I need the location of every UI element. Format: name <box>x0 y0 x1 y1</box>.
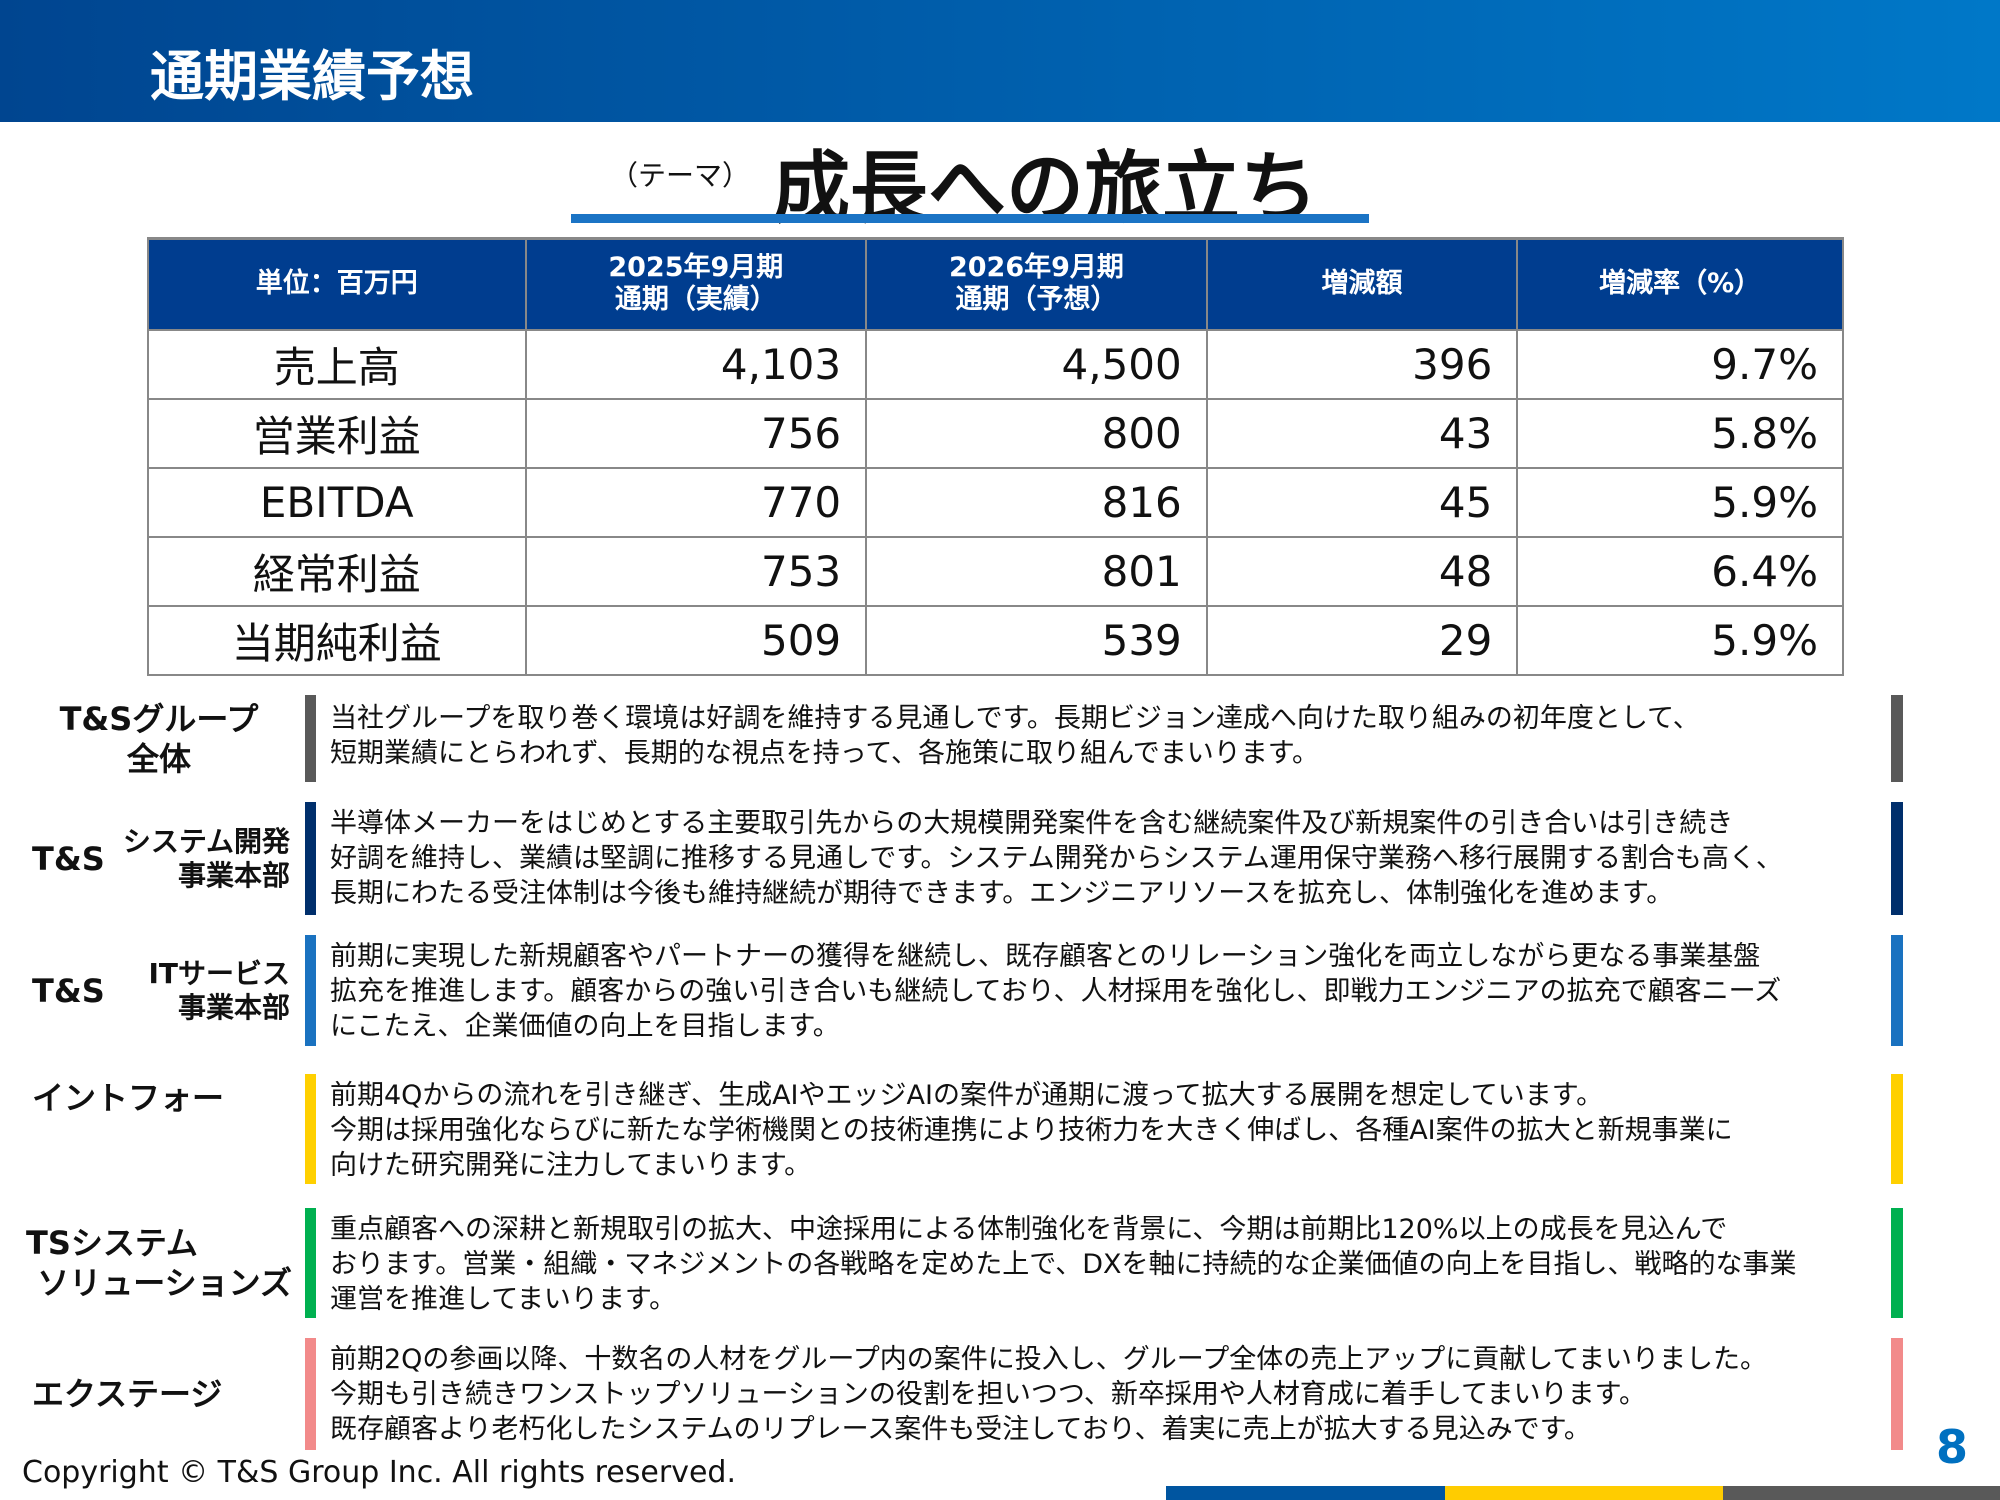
cell-value: 753 <box>524 535 868 607</box>
segment-section: T&Sグループ 全体 当社グループを取り巻く環境は好調を維持する見通しです。長期ビジ… <box>0 695 2000 782</box>
segment-label: エクステージ <box>32 1375 223 1413</box>
cell-value: 9.7% <box>1516 328 1844 400</box>
cell-value: 396 <box>1205 328 1519 400</box>
footer-bar-gray <box>1723 1486 2000 1500</box>
segment-color-bar <box>305 1074 316 1184</box>
segment-label: T&S <box>32 971 105 1010</box>
row-label: 当期純利益 <box>147 604 527 676</box>
forecast-table: 単位：百万円 2025年9月期 通期（実績） 2026年9月期 通期（予想） 増減額増… <box>147 237 1844 676</box>
segment-label-line2: 全体 <box>126 739 191 778</box>
cell-value: 4,103 <box>524 328 868 400</box>
cell-value: 756 <box>524 397 868 469</box>
segment-color-bar-right <box>1891 1338 1903 1450</box>
cell-value: 6.4% <box>1516 535 1844 607</box>
cell-value: 45 <box>1205 466 1519 538</box>
segment-description: 当社グループを取り巻く環境は好調を維持する見通しです。長期ビジョン達成へ向けた取… <box>330 703 1700 769</box>
cell-value: 509 <box>524 604 868 676</box>
segment-label: T&Sグループ <box>59 699 259 738</box>
theme-underline <box>571 214 1369 223</box>
segment-sublabel: システム開発 事業本部 <box>122 824 290 892</box>
segment-section: T&S ITサービス 事業本部 前期に実現した新規顧客やパートナーの獲得を継続し、既… <box>0 935 2000 1046</box>
segment-description: 前期2Qの参画以降、十数名の人材をグループ内の案件に投入し、グループ全体の売上ア… <box>330 1344 1768 1445</box>
segment-description: 前期4Qからの流れを引き継ぎ、生成AIやエッジAIの案件が通期に渡って拡大する展… <box>330 1080 1733 1181</box>
segment-color-bar <box>305 802 316 915</box>
cell-value: 4,500 <box>865 328 1208 400</box>
segment-color-bar-right <box>1891 695 1903 782</box>
cell-value: 5.8% <box>1516 397 1844 469</box>
segment-color-bar-right <box>1891 802 1903 915</box>
segment-color-bar-right <box>1891 1074 1903 1184</box>
cell-value: 5.9% <box>1516 604 1844 676</box>
cell-value: 5.9% <box>1516 466 1844 538</box>
table-row: 売上高 4,103 4,500 396 9.7% <box>147 328 1844 400</box>
footer-bar-yellow <box>1445 1486 1723 1500</box>
segment-section: T&S システム開発 事業本部 半導体メーカーをはじめとする主要取引先からの大規模開… <box>0 802 2000 915</box>
segment-section: TSシステム ソリューションズ 重点顧客への深耕と新規取引の拡大、中途採用による体制… <box>0 1208 2000 1318</box>
segment-label: イントフォー <box>32 1079 225 1117</box>
segment-label-block: T&Sグループ 全体 <box>26 699 292 779</box>
cell-value: 816 <box>865 466 1208 538</box>
footer-bar-blue <box>1166 1486 1445 1500</box>
row-label: 営業利益 <box>147 397 527 469</box>
segment-section: エクステージ 前期2Qの参画以降、十数名の人材をグループ内の案件に投入し、グループ… <box>0 1338 2000 1450</box>
table-row: 経常利益 753 801 48 6.4% <box>147 535 1844 607</box>
segment-label: TSシステム <box>26 1224 198 1262</box>
cell-value: 801 <box>865 535 1208 607</box>
segment-label-block: TSシステム ソリューションズ <box>26 1223 292 1303</box>
segment-label-line2: ソリューションズ <box>37 1264 292 1302</box>
cell-value: 770 <box>524 466 868 538</box>
segment-color-bar-right <box>1891 1208 1903 1318</box>
table-row: EBITDA 770 816 45 5.9% <box>147 466 1844 538</box>
table-row: 営業利益 756 800 43 5.8% <box>147 397 1844 469</box>
segment-label: T&S <box>32 839 105 878</box>
row-label: EBITDA <box>147 466 527 538</box>
column-header: 単位：百万円 <box>147 237 527 331</box>
column-header: 2025年9月期 通期（実績） <box>524 237 868 331</box>
theme-label: （テーマ） <box>610 159 751 192</box>
cell-value: 800 <box>865 397 1208 469</box>
column-header: 増減額 <box>1205 237 1519 331</box>
segment-color-bar <box>305 1338 316 1450</box>
row-label: 売上高 <box>147 328 527 400</box>
cell-value: 539 <box>865 604 1208 676</box>
copyright: Copyright © T&S Group Inc. All rights re… <box>22 1455 736 1490</box>
segment-description: 半導体メーカーをはじめとする主要取引先からの大規模開発案件を含む継続案件及び新規… <box>330 808 1783 909</box>
row-label: 経常利益 <box>147 535 527 607</box>
header-band: 通期業績予想 <box>0 0 2000 122</box>
segment-color-bar-right <box>1891 935 1903 1046</box>
segment-sublabel: ITサービス 事業本部 <box>148 956 290 1024</box>
segment-color-bar <box>305 935 316 1046</box>
column-header: 増減率（%） <box>1516 237 1844 331</box>
segment-section: イントフォー 前期4Qからの流れを引き継ぎ、生成AIやエッジAIの案件が通期に渡っ… <box>0 1074 2000 1184</box>
cell-value: 48 <box>1205 535 1519 607</box>
cell-value: 29 <box>1205 604 1519 676</box>
table-row: 当期純利益 509 539 29 5.9% <box>147 604 1844 676</box>
segment-color-bar <box>305 1208 316 1318</box>
column-header: 2026年9月期 通期（予想） <box>865 237 1208 331</box>
segment-color-bar <box>305 695 316 782</box>
segment-description: 前期に実現した新規顧客やパートナーの獲得を継続し、既存顧客とのリレーション強化を… <box>330 941 1782 1042</box>
segment-description: 重点顧客への深耕と新規取引の拡大、中途採用による体制強化を背景に、今期は前期比1… <box>330 1214 1797 1315</box>
page-title: 通期業績予想 <box>150 45 474 108</box>
cell-value: 43 <box>1205 397 1519 469</box>
page-number: 8 <box>1936 1420 1969 1474</box>
